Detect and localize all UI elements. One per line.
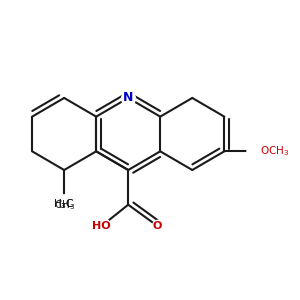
Text: H$_3$C: H$_3$C — [53, 197, 75, 211]
Text: N: N — [123, 92, 134, 104]
Text: HO: HO — [92, 221, 111, 231]
Text: H$_3$C: H$_3$C — [53, 197, 75, 211]
Text: CH$_3$: CH$_3$ — [54, 198, 75, 212]
Text: OCH$_3$: OCH$_3$ — [260, 144, 290, 158]
Text: O: O — [153, 221, 162, 231]
